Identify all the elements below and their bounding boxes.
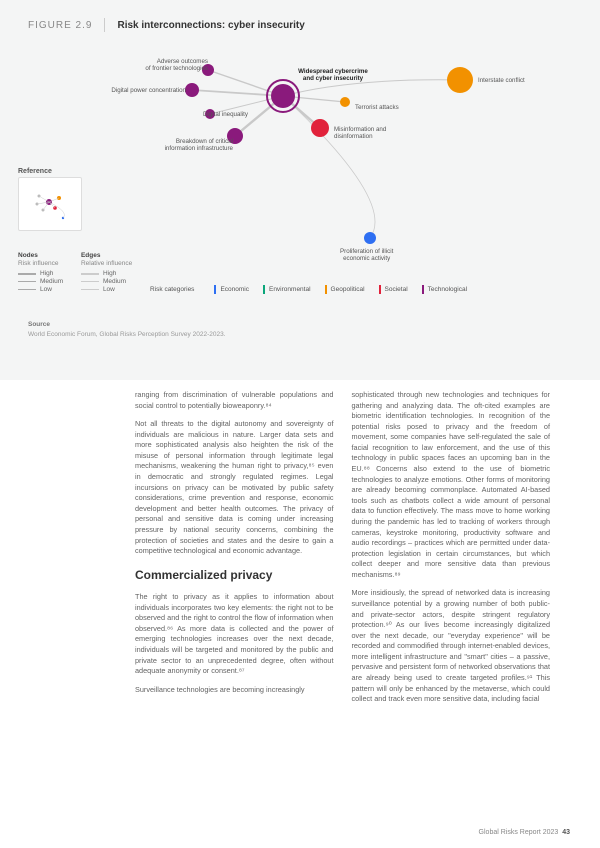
legend-level: Medium <box>18 278 63 285</box>
node-label-breakdown: Breakdown of criticalinformation infrast… <box>123 138 233 153</box>
header-divider <box>104 18 105 32</box>
legend-level: Low <box>81 286 132 293</box>
para: Not all threats to the digital autonomy … <box>135 419 334 557</box>
legend-edges-head: Edges <box>81 252 132 259</box>
category-societal: Societal <box>379 285 408 294</box>
category-economic: Economic <box>214 285 249 294</box>
reference-label: Reference <box>18 168 88 175</box>
node-center <box>271 84 295 108</box>
node-label-misinfo: Misinformation anddisinformation <box>334 126 386 141</box>
figure-label: FIGURE 2.9 <box>28 20 92 31</box>
page-footer: Global Risks Report 2023 43 <box>479 829 570 836</box>
legend: Nodes Risk influence HighMediumLow Edges… <box>18 252 148 294</box>
node-illicit <box>364 232 376 244</box>
section-heading: Commercialized privacy <box>135 567 334 584</box>
node-label-inequality: Digital inequality <box>138 111 248 118</box>
legend-level: Low <box>18 286 63 293</box>
reference-mini-map <box>18 177 82 231</box>
node-label-terror: Terrorist attacks <box>355 104 399 111</box>
para: More insidiously, the spread of networke… <box>352 588 551 704</box>
legend-level: High <box>18 270 63 277</box>
legend-level: High <box>81 270 132 277</box>
node-label-adverse: Adverse outcomesof frontier technologies <box>98 58 208 73</box>
legend-nodes-head: Nodes <box>18 252 63 259</box>
legend-level: Medium <box>81 278 132 285</box>
risk-categories-legend: Risk categories Economic Environmental Geo… <box>150 285 467 294</box>
column-2: sophisticated through new technologies a… <box>352 390 551 713</box>
page-number: 43 <box>562 829 570 836</box>
source-block: Source World Economic Forum, Global Risk… <box>28 320 226 339</box>
source-head: Source <box>28 320 226 329</box>
network-diagram: Widespread cybercrimeand cyber insecurit… <box>30 38 570 198</box>
page: FIGURE 2.9 Risk interconnections: cyber … <box>0 0 600 848</box>
category-technological: Technological <box>422 285 467 294</box>
node-label-center: Widespread cybercrimeand cyber insecurit… <box>273 68 393 83</box>
para: sophisticated through new technologies a… <box>352 390 551 580</box>
para: Surveillance technologies are becoming i… <box>135 685 334 696</box>
edge <box>283 96 375 238</box>
para: The right to privacy as it applies to in… <box>135 592 334 677</box>
legend-edges-sub: Relative influence <box>81 260 132 267</box>
node-label-powerconc: Digital power concentration <box>76 87 186 94</box>
node-interstate <box>447 67 473 93</box>
node-terror <box>340 97 350 107</box>
reference-box: Reference <box>18 168 88 231</box>
column-1: ranging from discrimination of vulnerabl… <box>135 390 334 713</box>
figure-title: Risk interconnections: cyber insecurity <box>117 20 304 31</box>
figure-header: FIGURE 2.9 Risk interconnections: cyber … <box>28 18 572 32</box>
body-columns: ranging from discrimination of vulnerabl… <box>135 390 550 713</box>
legend-nodes-sub: Risk influence <box>18 260 63 267</box>
node-label-interstate: Interstate conflict <box>478 77 525 84</box>
category-geopolitical: Geopolitical <box>325 285 365 294</box>
figure-2-9: FIGURE 2.9 Risk interconnections: cyber … <box>0 0 600 380</box>
source-text: World Economic Forum, Global Risks Perce… <box>28 330 226 339</box>
node-powerconc <box>185 83 199 97</box>
legend-nodes: Nodes Risk influence HighMediumLow <box>18 252 63 294</box>
risk-categories-label: Risk categories <box>150 286 194 293</box>
legend-edges: Edges Relative influence HighMediumLow <box>81 252 132 294</box>
para: ranging from discrimination of vulnerabl… <box>135 390 334 411</box>
footer-text: Global Risks Report 2023 <box>479 829 559 836</box>
node-label-illicit: Proliferation of illiciteconomic activit… <box>340 248 393 263</box>
node-misinfo <box>311 119 329 137</box>
category-environmental: Environmental <box>263 285 311 294</box>
